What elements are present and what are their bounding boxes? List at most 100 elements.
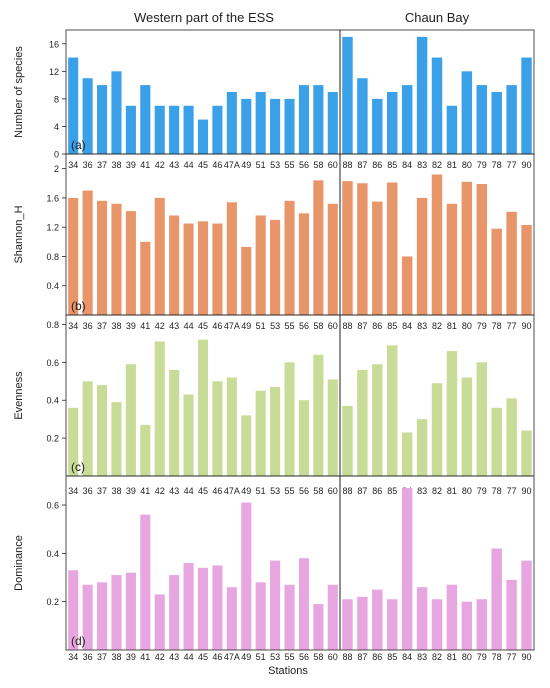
x-tick-label: 58 xyxy=(313,160,323,170)
bar-shannon-84 xyxy=(401,256,413,315)
bar-shannon-90 xyxy=(521,224,532,315)
bar-dominance-84 xyxy=(401,488,413,650)
bar-species-60 xyxy=(327,92,338,154)
x-tick-label: 38 xyxy=(111,321,121,331)
bar-dominance-41 xyxy=(140,514,151,650)
x-tick-label: 87 xyxy=(357,160,367,170)
header-chaun-bay: Chaun Bay xyxy=(405,10,470,25)
x-tick-label: 44 xyxy=(184,160,194,170)
x-tick-label: 38 xyxy=(111,160,121,170)
x-tick-label: 43 xyxy=(169,652,179,662)
bar-dominance-43 xyxy=(169,575,180,650)
x-tick-label: 46 xyxy=(212,652,222,662)
bar-evenness-87 xyxy=(357,369,368,476)
x-tick-label: 47A xyxy=(224,321,240,331)
x-tick-label: 60 xyxy=(328,486,338,496)
bar-shannon-55 xyxy=(284,200,295,315)
x-tick-label: 44 xyxy=(184,652,194,662)
y-tick-label: 16 xyxy=(49,39,59,49)
x-tick-label: 46 xyxy=(212,160,222,170)
bar-dominance-56 xyxy=(298,558,309,650)
x-tick-label: 83 xyxy=(417,160,427,170)
bar-species-36 xyxy=(82,78,93,154)
bar-evenness-78 xyxy=(491,407,502,476)
x-tick-label: 86 xyxy=(372,652,382,662)
x-tick-label: 56 xyxy=(299,160,309,170)
bar-evenness-86 xyxy=(372,364,383,476)
x-tick-label: 41 xyxy=(140,652,150,662)
x-tick-label: 38 xyxy=(111,486,121,496)
bar-dominance-44 xyxy=(183,563,194,650)
x-tick-label: 55 xyxy=(285,652,295,662)
bar-dominance-38 xyxy=(111,575,122,650)
x-tick-label: 39 xyxy=(126,486,136,496)
bar-dominance-42 xyxy=(154,594,165,650)
x-tick-label: 86 xyxy=(372,321,382,331)
x-tick-label: 37 xyxy=(97,321,107,331)
x-tick-label: 81 xyxy=(447,486,457,496)
x-tick-label: 80 xyxy=(462,652,472,662)
y-axis-label-evenness: Evenness xyxy=(13,371,25,420)
bar-shannon-46 xyxy=(212,223,223,315)
x-tick-label: 47A xyxy=(224,160,240,170)
bar-species-44 xyxy=(183,105,194,154)
x-tick-label: 90 xyxy=(522,486,532,496)
bar-shannon-49 xyxy=(241,246,252,315)
x-tick-label: 56 xyxy=(299,486,309,496)
bar-dominance-45 xyxy=(197,567,209,650)
x-tick-label: 55 xyxy=(285,486,295,496)
x-tick-label: 78 xyxy=(492,321,502,331)
y-tick-label: 2 xyxy=(54,164,59,174)
bar-species-85 xyxy=(387,92,398,154)
x-tick-label: 39 xyxy=(126,321,136,331)
bar-dominance-79 xyxy=(476,599,487,650)
bar-evenness-83 xyxy=(416,419,428,476)
bar-evenness-85 xyxy=(387,345,398,476)
bar-evenness-88 xyxy=(342,405,353,476)
y-axis-label-dominance: Dominance xyxy=(13,535,25,591)
bar-dominance-88 xyxy=(342,599,353,650)
bar-species-42 xyxy=(154,105,165,154)
bar-shannon-43 xyxy=(169,215,180,315)
bar-shannon-37 xyxy=(97,200,108,315)
bar-shannon-82 xyxy=(431,174,443,315)
x-tick-label: 58 xyxy=(313,486,323,496)
x-tick-label: 82 xyxy=(432,652,442,662)
x-tick-label: 41 xyxy=(140,321,150,331)
bar-dominance-83 xyxy=(416,587,428,650)
x-tick-label: 36 xyxy=(83,160,93,170)
bar-evenness-58 xyxy=(313,354,324,476)
bar-evenness-53 xyxy=(270,386,281,476)
x-tick-label: 60 xyxy=(328,321,338,331)
bar-species-84 xyxy=(401,85,413,154)
bar-evenness-55 xyxy=(284,362,295,476)
x-tick-label: 58 xyxy=(313,652,323,662)
bar-shannon-86 xyxy=(372,201,383,315)
y-tick-label: 0.6 xyxy=(46,358,59,368)
y-tick-label: 0.6 xyxy=(46,501,59,511)
x-tick-label: 41 xyxy=(140,486,150,496)
x-tick-label: 58 xyxy=(313,321,323,331)
x-tick-label: 78 xyxy=(492,652,502,662)
x-tick-label: 81 xyxy=(447,160,457,170)
x-tick-label: 43 xyxy=(169,160,179,170)
bar-dominance-55 xyxy=(284,584,295,650)
y-tick-label: 0.2 xyxy=(46,597,59,607)
bar-species-79 xyxy=(476,85,487,154)
bar-evenness-37 xyxy=(97,385,108,476)
bar-shannon-53 xyxy=(270,219,281,315)
y-tick-label: 0.4 xyxy=(46,549,59,559)
panel-label-species: (a) xyxy=(71,138,86,152)
x-tick-label: 60 xyxy=(328,160,338,170)
y-axis-label-species: Number of species xyxy=(13,46,25,138)
y-tick-label: 1.2 xyxy=(46,223,59,233)
bar-dominance-36 xyxy=(82,584,93,650)
x-tick-label: 37 xyxy=(97,486,107,496)
bar-shannon-88 xyxy=(342,181,353,315)
bar-evenness-80 xyxy=(461,377,473,476)
x-tick-label: 90 xyxy=(522,160,532,170)
bar-species-39 xyxy=(125,105,136,154)
x-tick-label: 47A xyxy=(224,652,240,662)
x-tick-label: 90 xyxy=(522,652,532,662)
